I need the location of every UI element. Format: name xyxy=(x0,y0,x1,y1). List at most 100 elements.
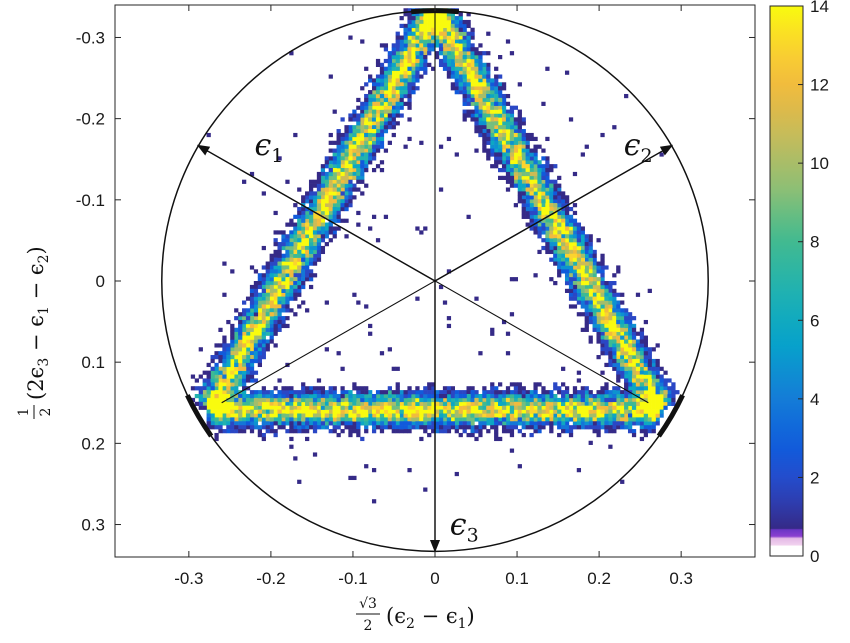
heatmap-cell xyxy=(328,409,333,414)
heatmap-cell xyxy=(501,394,507,399)
heatmap-cell xyxy=(446,12,452,17)
heatmap-cell xyxy=(395,101,400,106)
heatmap-cell xyxy=(620,358,625,364)
heatmap-cell xyxy=(297,390,302,395)
heatmap-cell xyxy=(612,319,617,325)
heatmap-cell xyxy=(501,101,507,106)
heatmap-cell xyxy=(352,171,357,177)
heatmap-cell xyxy=(604,397,609,403)
heatmap-cell xyxy=(328,175,333,180)
heatmap-cell xyxy=(553,199,558,204)
heatmap-cell xyxy=(285,300,290,305)
heatmap-cell xyxy=(612,347,617,352)
heatmap-cell xyxy=(308,273,314,278)
heatmap-cell xyxy=(576,468,582,473)
heatmap-cell xyxy=(395,409,400,414)
heatmap-cell xyxy=(360,148,365,153)
heatmap-cell xyxy=(557,222,562,227)
heatmap-cell xyxy=(293,273,298,278)
heatmap-cell xyxy=(525,222,530,227)
heatmap-cell xyxy=(545,164,550,169)
heatmap-cell xyxy=(635,378,641,383)
heatmap-cell xyxy=(332,109,337,114)
heatmap-cell xyxy=(344,409,349,414)
heatmap-cell xyxy=(301,401,306,406)
heatmap-cell xyxy=(289,390,294,395)
heatmap-cell xyxy=(517,175,522,180)
heatmap-cell xyxy=(643,355,648,360)
heatmap-cell xyxy=(387,140,392,145)
heatmap-cell xyxy=(257,281,263,286)
heatmap-cell xyxy=(521,132,526,138)
heatmap-cell xyxy=(395,90,400,95)
heatmap-cell xyxy=(328,179,333,184)
heatmap-cell xyxy=(533,405,538,410)
heatmap-cell xyxy=(474,113,479,118)
heatmap-cell xyxy=(383,148,389,153)
heatmap-cell xyxy=(415,16,420,21)
heatmap-cell xyxy=(604,296,609,301)
heatmap-cell xyxy=(639,386,645,391)
heatmap-cell xyxy=(474,296,479,301)
heatmap-cell xyxy=(466,82,471,87)
heatmap-cell xyxy=(647,405,652,410)
heatmap-cell xyxy=(568,425,574,430)
heatmap-cell xyxy=(379,43,385,48)
heatmap-cell xyxy=(521,156,526,161)
heatmap-cell xyxy=(584,292,589,297)
heatmap-cell xyxy=(383,90,389,95)
heatmap-cell xyxy=(442,409,448,414)
heatmap-cell xyxy=(198,401,203,406)
heatmap-cell xyxy=(308,210,314,216)
heatmap-cell xyxy=(624,93,629,99)
heatmap-cell xyxy=(336,351,341,356)
heatmap-cell xyxy=(399,47,404,52)
heatmap-cell xyxy=(273,281,278,286)
heatmap-cell xyxy=(383,390,389,395)
heatmap-cell xyxy=(289,284,294,290)
heatmap-cell xyxy=(525,160,530,165)
heatmap-cell xyxy=(245,316,251,321)
heatmap-cell xyxy=(253,331,259,336)
heatmap-cell xyxy=(446,269,452,274)
heatmap-cell xyxy=(305,230,310,235)
heatmap-cell xyxy=(505,187,511,192)
heatmap-cell xyxy=(450,58,455,64)
heatmap-cell xyxy=(580,417,585,422)
heatmap-cell xyxy=(371,429,377,434)
heatmap-cell xyxy=(206,401,211,406)
heatmap-cell xyxy=(639,339,645,344)
heatmap-cell xyxy=(521,121,526,126)
heatmap-cell xyxy=(218,405,223,410)
heatmap-cell xyxy=(431,16,436,21)
heatmap-cell xyxy=(490,417,495,422)
heatmap-cell xyxy=(474,394,479,399)
heatmap-cell xyxy=(395,382,400,387)
heatmap-cell xyxy=(324,230,329,235)
heatmap-cell xyxy=(462,405,467,410)
heatmap-cell xyxy=(639,413,645,418)
heatmap-cell xyxy=(572,269,578,274)
heatmap-cell xyxy=(407,31,412,36)
heatmap-cell xyxy=(592,281,597,286)
heatmap-cell xyxy=(659,409,664,414)
heatmap-cell xyxy=(312,242,318,247)
heatmap-cell xyxy=(364,390,369,395)
heatmap-cell xyxy=(198,386,203,391)
heatmap-cell xyxy=(249,421,255,426)
heatmap-cell xyxy=(379,97,385,103)
heatmap-cell xyxy=(557,195,562,200)
heatmap-cell xyxy=(509,405,515,410)
heatmap-cell xyxy=(340,413,345,418)
heatmap-cell xyxy=(478,432,483,438)
heatmap-cell xyxy=(541,230,546,235)
heatmap-cell xyxy=(549,210,554,216)
heatmap-cell xyxy=(442,413,448,418)
heatmap-cell xyxy=(242,179,247,184)
heatmap-cell xyxy=(564,265,570,270)
heatmap-cell xyxy=(423,55,428,60)
heatmap-cell xyxy=(415,397,420,403)
heatmap-cell xyxy=(659,413,664,418)
heatmap-cell xyxy=(375,421,381,426)
heatmap-cell xyxy=(533,144,538,149)
